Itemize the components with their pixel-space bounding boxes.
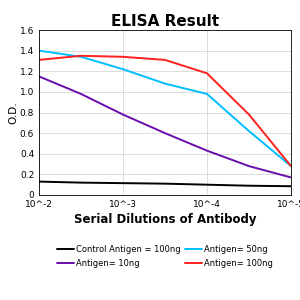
Antigen= 50ng [289,164,293,168]
Antigen= 10ng [37,75,41,78]
Legend: Control Antigen = 100ng, Antigen= 10ng, Antigen= 50ng, Antigen= 100ng: Control Antigen = 100ng, Antigen= 10ng, … [57,245,273,268]
Antigen= 100ng [163,58,167,62]
Antigen= 100ng [289,164,293,168]
Antigen= 100ng [37,58,41,62]
Antigen= 10ng [205,149,209,152]
Control Antigen = 100ng [37,180,41,183]
Control Antigen = 100ng [289,184,293,188]
Line: Control Antigen = 100ng: Control Antigen = 100ng [39,182,291,186]
Antigen= 50ng [205,92,209,96]
Antigen= 10ng [289,176,293,179]
Control Antigen = 100ng [79,181,83,184]
Antigen= 50ng [121,68,125,71]
X-axis label: Serial Dilutions of Antibody: Serial Dilutions of Antibody [74,213,256,226]
Antigen= 100ng [205,71,209,75]
Antigen= 10ng [121,113,125,116]
Antigen= 50ng [163,82,167,85]
Antigen= 100ng [121,55,125,58]
Antigen= 10ng [79,92,83,96]
Line: Antigen= 50ng: Antigen= 50ng [39,51,291,166]
Antigen= 100ng [247,113,251,116]
Control Antigen = 100ng [163,182,167,185]
Y-axis label: O.D.: O.D. [8,101,18,124]
Control Antigen = 100ng [205,183,209,187]
Antigen= 10ng [163,131,167,135]
Antigen= 10ng [247,164,251,168]
Antigen= 50ng [247,129,251,133]
Antigen= 100ng [79,54,83,58]
Line: Antigen= 100ng: Antigen= 100ng [39,56,291,166]
Title: ELISA Result: ELISA Result [111,14,219,29]
Line: Antigen= 10ng: Antigen= 10ng [39,76,291,178]
Control Antigen = 100ng [121,181,125,185]
Antigen= 50ng [79,55,83,58]
Antigen= 50ng [37,49,41,52]
Control Antigen = 100ng [247,184,251,188]
